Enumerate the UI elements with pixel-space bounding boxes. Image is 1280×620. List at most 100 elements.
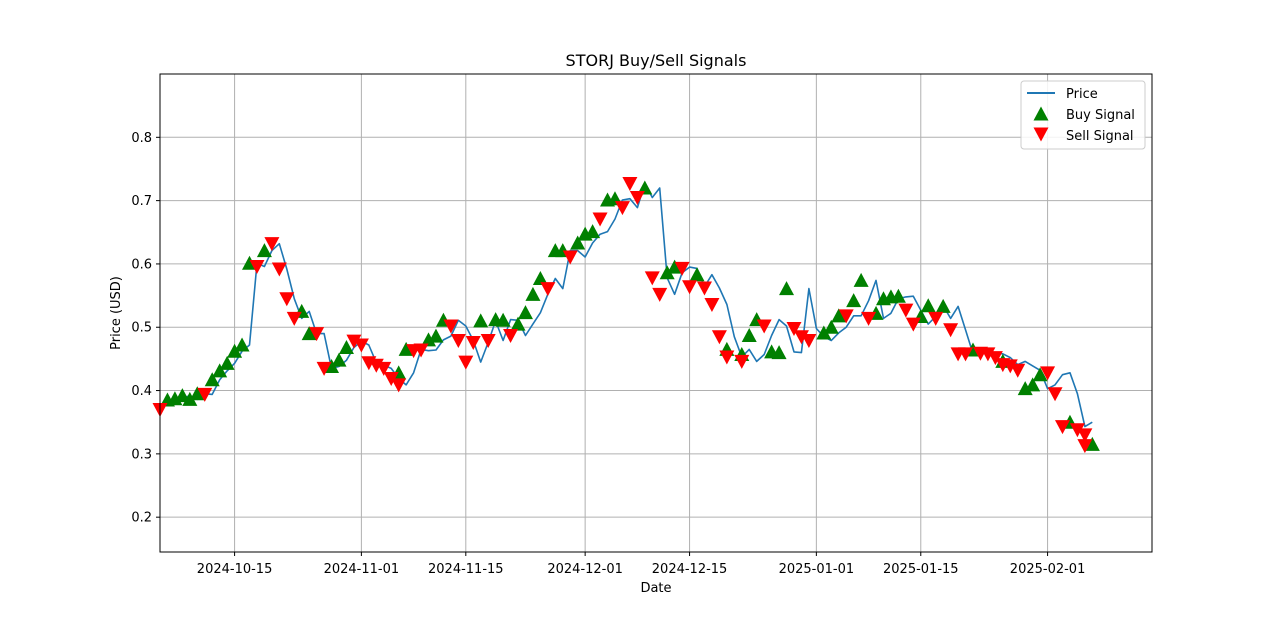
- sell-signal-marker: [309, 327, 325, 342]
- buy-signal-marker: [585, 224, 601, 239]
- legend: Price Buy Signal Sell Signal: [1020, 80, 1146, 150]
- buy-signal-marker: [212, 363, 228, 378]
- sell-signal-marker: [652, 287, 668, 302]
- buy-signal-marker: [234, 337, 250, 352]
- buy-signal-marker: [831, 308, 847, 323]
- x-tick-label: 2024-10-15: [197, 562, 273, 577]
- buy-signal-marker: [473, 313, 489, 328]
- buy-signal-marker: [935, 298, 951, 313]
- y-tick-label: 0.7: [131, 194, 152, 209]
- sell-signal-marker: [682, 280, 698, 295]
- x-tick-label: 2024-12-01: [547, 562, 623, 577]
- sell-signal-marker: [503, 328, 519, 343]
- sell-signal-marker: [376, 361, 392, 376]
- sell-signal-marker: [316, 361, 332, 376]
- buy-signal-marker: [689, 267, 705, 282]
- sell-signal-series: [152, 177, 1093, 454]
- sell-signal-marker: [1077, 428, 1093, 443]
- buy-signal-marker: [189, 386, 205, 401]
- sell-signal-marker: [734, 354, 750, 369]
- sell-signal-marker: [353, 338, 369, 353]
- buy-signal-marker: [853, 272, 869, 287]
- legend-sell-label: Sell Signal: [1066, 129, 1134, 144]
- y-tick-label: 0.4: [131, 384, 152, 399]
- sell-signal-marker: [279, 292, 295, 307]
- sell-signal-marker: [1077, 439, 1093, 454]
- buy-signal-marker: [227, 343, 243, 358]
- legend-buy-marker: [1033, 106, 1049, 121]
- sell-signal-marker: [719, 350, 735, 365]
- y-axis-ticks: 0.2 0.3 0.4 0.5 0.6 0.7 0.8: [131, 131, 160, 526]
- buy-signal-marker: [301, 326, 317, 341]
- sell-signal-marker: [480, 334, 496, 349]
- x-tick-label: 2025-01-15: [883, 562, 959, 577]
- legend-price-label: Price: [1066, 87, 1098, 102]
- sell-signal-marker: [838, 309, 854, 324]
- buy-signal-marker: [517, 305, 533, 320]
- sell-signal-marker: [711, 330, 727, 345]
- sell-signal-marker: [562, 250, 578, 265]
- sell-signal-marker: [383, 372, 399, 387]
- buy-signal-marker: [510, 316, 526, 331]
- sell-signal-marker: [458, 355, 474, 370]
- y-tick-label: 0.8: [131, 131, 152, 146]
- sell-signal-marker: [674, 261, 690, 276]
- buy-signal-marker: [816, 325, 832, 340]
- sell-signal-marker: [704, 297, 720, 312]
- buy-signal-marker: [667, 259, 683, 274]
- buy-signal-marker: [525, 286, 541, 301]
- y-tick-label: 0.5: [131, 321, 152, 336]
- sell-signal-marker: [943, 323, 959, 338]
- buy-signal-marker: [495, 312, 511, 327]
- sell-signal-marker: [614, 201, 630, 216]
- chart-title: STORJ Buy/Sell Signals: [566, 51, 747, 70]
- x-axis-ticks: 2024-10-15 2024-11-01 2024-11-15 2024-12-01…: [197, 552, 1085, 577]
- buy-signal-marker: [182, 391, 198, 406]
- buy-signal-marker: [398, 341, 414, 356]
- buy-signal-marker: [219, 355, 235, 370]
- sell-signal-marker: [801, 334, 817, 349]
- sell-signal-marker: [592, 212, 608, 227]
- x-tick-label: 2025-01-01: [779, 562, 855, 577]
- grid-lines: [160, 74, 1152, 552]
- buy-signal-marker: [338, 340, 354, 355]
- sell-signal-marker: [540, 282, 556, 297]
- sell-signal-marker: [696, 281, 712, 296]
- buy-signal-marker: [771, 345, 787, 360]
- sell-signal-marker: [905, 317, 921, 332]
- sell-signal-marker: [928, 311, 944, 326]
- sell-signal-marker: [413, 343, 429, 358]
- sell-signal-marker: [443, 319, 459, 334]
- sell-signal-marker: [861, 311, 877, 326]
- buy-signal-marker: [428, 328, 444, 343]
- buy-signal-marker: [421, 332, 437, 347]
- plot-frame: [159, 73, 1153, 553]
- x-tick-label: 2024-11-15: [428, 562, 504, 577]
- y-axis-title: Price (USD): [109, 276, 124, 350]
- x-tick-label: 2024-12-15: [652, 562, 728, 577]
- y-tick-label: 0.3: [131, 447, 152, 462]
- sell-signal-marker: [1002, 359, 1018, 374]
- sell-signal-marker: [1010, 363, 1026, 378]
- legend-buy-label: Buy Signal: [1066, 108, 1135, 123]
- legend-box: [1020, 80, 1146, 150]
- buy-signal-marker: [256, 243, 272, 258]
- buy-signal-marker: [1032, 367, 1048, 382]
- sell-signal-marker: [450, 334, 466, 349]
- x-axis-title: Date: [640, 581, 671, 596]
- buy-signal-marker: [920, 298, 936, 313]
- buy-signal-marker: [204, 372, 220, 387]
- buy-signal-marker: [823, 319, 839, 334]
- y-tick-label: 0.2: [131, 511, 152, 526]
- y-tick-label: 0.6: [131, 257, 152, 272]
- buy-signal-marker: [846, 293, 862, 308]
- sell-signal-marker: [898, 303, 914, 318]
- buy-signal-marker: [570, 235, 586, 250]
- sell-signal-marker: [465, 335, 481, 350]
- sell-signal-marker: [286, 311, 302, 326]
- sell-signal-marker: [980, 347, 996, 362]
- buy-signal-marker: [890, 288, 906, 303]
- buy-signal-marker: [741, 327, 757, 342]
- sell-signal-marker: [197, 387, 213, 402]
